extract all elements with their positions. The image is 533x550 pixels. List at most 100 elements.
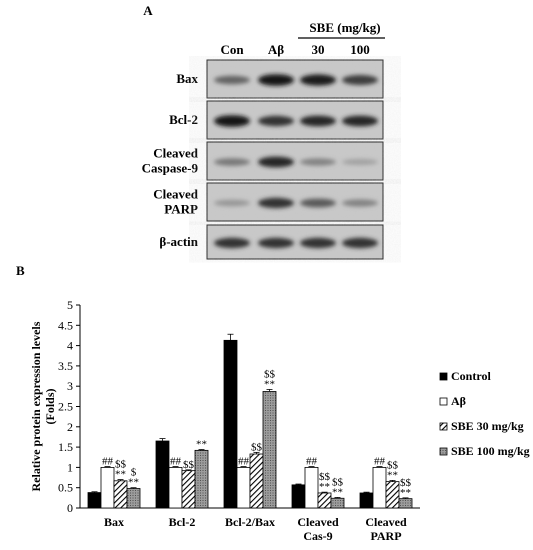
y-tick-label: 1.5 bbox=[58, 440, 73, 454]
y-tick-label: 4.5 bbox=[58, 318, 73, 332]
y-tick-label: 5 bbox=[67, 298, 73, 312]
y-tick-label: 3 bbox=[67, 379, 73, 393]
significance-mark: $$ bbox=[387, 459, 399, 471]
y-tick-label: 1 bbox=[67, 460, 73, 474]
bar bbox=[249, 453, 264, 509]
blot-band bbox=[258, 156, 294, 168]
x-category-label: Bcl-2/Bax bbox=[225, 515, 275, 529]
bar bbox=[168, 466, 183, 509]
blot-band bbox=[258, 115, 294, 127]
bar bbox=[304, 466, 319, 509]
blot-band bbox=[342, 75, 378, 85]
bar bbox=[359, 492, 374, 509]
bar bbox=[385, 481, 400, 509]
blot-band bbox=[300, 237, 336, 249]
legend-label: SBE 30 mg/kg bbox=[451, 419, 524, 433]
blot-label: Cleaved bbox=[153, 146, 199, 161]
blot-band bbox=[342, 199, 378, 207]
significance-mark: ** bbox=[400, 487, 411, 499]
significance-mark: ** bbox=[196, 439, 207, 451]
sbe-group-header: SBE (mg/kg) bbox=[309, 20, 380, 35]
blot-band bbox=[214, 75, 250, 85]
significance-mark: ## bbox=[306, 456, 318, 468]
blot-label: β-actin bbox=[159, 234, 198, 249]
significance-mark: ** bbox=[115, 469, 126, 481]
bar bbox=[236, 466, 251, 509]
blot-band bbox=[300, 198, 336, 208]
blot-band bbox=[342, 237, 378, 249]
blot-band bbox=[342, 159, 378, 165]
bar bbox=[155, 440, 170, 509]
y-tick-label: 0.5 bbox=[58, 481, 73, 495]
significance-mark: ## bbox=[170, 456, 182, 468]
x-category-label: Cleaved bbox=[365, 515, 407, 529]
x-category-label: Bax bbox=[104, 515, 124, 529]
lane-label: Con bbox=[220, 42, 244, 57]
lane-label: 100 bbox=[350, 42, 370, 57]
bar bbox=[126, 488, 141, 509]
x-category-label: Cleaved bbox=[297, 515, 339, 529]
legend-label: Aβ bbox=[451, 394, 466, 408]
y-tick-label: 2 bbox=[67, 420, 73, 434]
significance-mark: ## bbox=[374, 456, 386, 468]
bar bbox=[87, 492, 102, 509]
blot-band bbox=[258, 74, 294, 86]
y-axis-label-line: (Folds) bbox=[43, 388, 57, 424]
significance-mark: ## bbox=[238, 456, 250, 468]
significance-mark: $$ bbox=[264, 368, 276, 380]
legend-label: Control bbox=[451, 369, 491, 383]
bar bbox=[262, 391, 277, 509]
blot-label: Cleaved bbox=[153, 187, 199, 202]
significance-mark: ## bbox=[102, 456, 114, 468]
significance-mark: ** bbox=[387, 469, 398, 481]
blot-label: Bax bbox=[176, 71, 198, 86]
bar bbox=[330, 497, 345, 509]
x-category-label: Cas-9 bbox=[303, 529, 332, 543]
y-axis-label: Relative protein expression levels(Folds… bbox=[29, 321, 57, 491]
y-axis-label-line: Relative protein expression levels bbox=[29, 321, 43, 491]
significance-mark: ** bbox=[319, 481, 330, 493]
significance-mark: $$ bbox=[400, 477, 412, 489]
blot-band bbox=[342, 115, 378, 127]
bar bbox=[100, 466, 115, 509]
y-tick-label: 4 bbox=[67, 339, 73, 353]
significance-mark: $$ bbox=[319, 471, 331, 483]
x-category-label: Bcl-2 bbox=[169, 515, 196, 529]
lane-label: 30 bbox=[312, 42, 325, 57]
legend-label: SBE 100 mg/kg bbox=[451, 444, 530, 458]
blot-band bbox=[214, 158, 250, 166]
panel-a-label: A bbox=[143, 3, 153, 18]
y-tick-label: 0 bbox=[67, 501, 73, 515]
significance-mark: $ bbox=[131, 467, 137, 479]
significance-mark: $$ bbox=[115, 459, 127, 471]
legend-swatch bbox=[439, 397, 448, 406]
panel-b-label: B bbox=[16, 263, 25, 278]
bar bbox=[291, 484, 306, 509]
lane-label: Aβ bbox=[268, 42, 284, 57]
x-category-label: PARP bbox=[370, 529, 401, 543]
legend-swatch bbox=[439, 372, 448, 381]
significance-mark: ** bbox=[264, 378, 275, 390]
bar bbox=[398, 498, 413, 509]
significance-mark: ** bbox=[332, 486, 343, 498]
blot-label: Bcl-2 bbox=[169, 112, 198, 127]
blot-label: Caspase-9 bbox=[142, 161, 199, 176]
bar bbox=[317, 492, 332, 509]
significance-mark: $$ bbox=[251, 441, 263, 453]
bar bbox=[194, 449, 209, 509]
significance-mark: $$ bbox=[332, 476, 344, 488]
y-tick-label: 2.5 bbox=[58, 400, 73, 414]
blot-band bbox=[300, 158, 336, 166]
blot-band bbox=[300, 115, 336, 127]
bar bbox=[113, 480, 128, 509]
legend-swatch bbox=[439, 447, 448, 456]
blot-band bbox=[258, 197, 294, 209]
blot-band bbox=[214, 237, 250, 249]
legend-swatch bbox=[439, 422, 448, 431]
y-tick-label: 3.5 bbox=[58, 359, 73, 373]
blot-band bbox=[214, 199, 250, 207]
bar bbox=[372, 466, 387, 509]
blot-label: PARP bbox=[164, 202, 198, 217]
significance-mark: $$ bbox=[183, 459, 195, 471]
